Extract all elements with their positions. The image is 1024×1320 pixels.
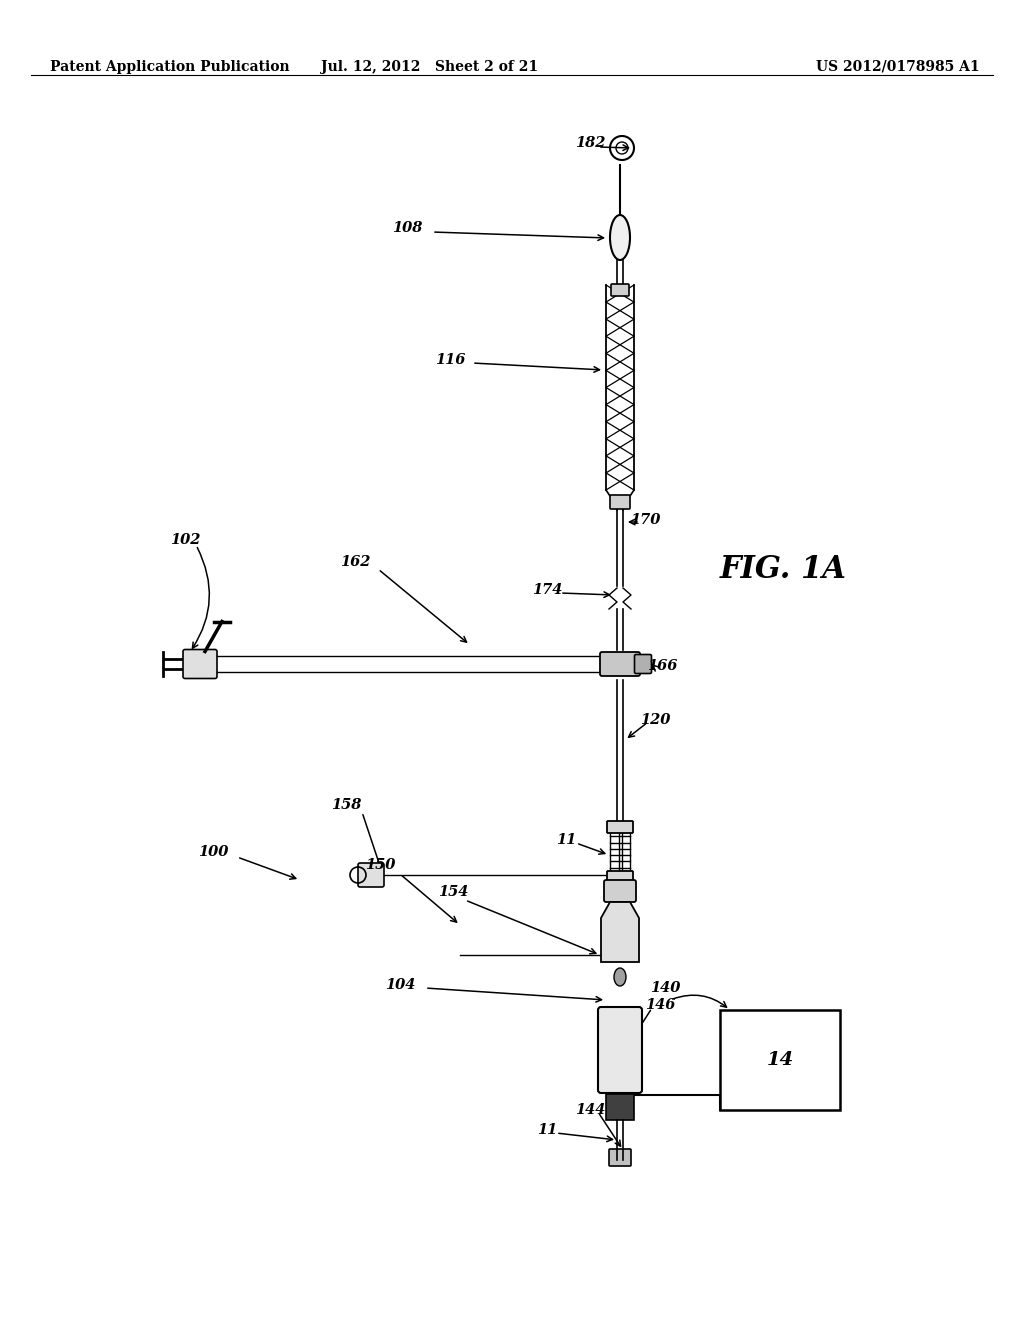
FancyBboxPatch shape bbox=[604, 880, 636, 902]
Text: 154: 154 bbox=[438, 884, 468, 899]
Text: 116: 116 bbox=[435, 352, 465, 367]
Text: FIG. 1A: FIG. 1A bbox=[720, 554, 847, 586]
FancyBboxPatch shape bbox=[611, 284, 629, 296]
Text: 144: 144 bbox=[574, 1104, 605, 1117]
FancyBboxPatch shape bbox=[183, 649, 217, 678]
Text: 182: 182 bbox=[574, 136, 605, 150]
Text: 108: 108 bbox=[392, 220, 422, 235]
Text: 174: 174 bbox=[531, 583, 562, 597]
Text: 120: 120 bbox=[640, 713, 670, 727]
Bar bbox=[606, 1094, 634, 1119]
Text: 170: 170 bbox=[630, 513, 660, 527]
Text: US 2012/0178985 A1: US 2012/0178985 A1 bbox=[816, 59, 980, 74]
FancyBboxPatch shape bbox=[600, 652, 640, 676]
FancyBboxPatch shape bbox=[598, 1007, 642, 1093]
Text: 140: 140 bbox=[650, 981, 680, 995]
FancyBboxPatch shape bbox=[607, 821, 633, 833]
Text: Jul. 12, 2012   Sheet 2 of 21: Jul. 12, 2012 Sheet 2 of 21 bbox=[322, 59, 539, 74]
FancyBboxPatch shape bbox=[635, 655, 651, 673]
Text: 100: 100 bbox=[198, 845, 228, 859]
Text: 104: 104 bbox=[385, 978, 415, 993]
Text: 14: 14 bbox=[766, 1051, 794, 1069]
FancyBboxPatch shape bbox=[607, 871, 633, 883]
Bar bbox=[720, 1010, 840, 1110]
Text: 162: 162 bbox=[340, 554, 371, 569]
FancyBboxPatch shape bbox=[358, 863, 384, 887]
Text: 166: 166 bbox=[647, 659, 677, 673]
Text: Patent Application Publication: Patent Application Publication bbox=[50, 59, 290, 74]
Text: 146: 146 bbox=[645, 998, 675, 1012]
Ellipse shape bbox=[610, 215, 630, 260]
Polygon shape bbox=[601, 902, 639, 962]
FancyBboxPatch shape bbox=[610, 495, 630, 510]
Ellipse shape bbox=[614, 968, 626, 986]
FancyBboxPatch shape bbox=[609, 1148, 631, 1166]
Text: 102: 102 bbox=[170, 533, 200, 546]
Text: 11: 11 bbox=[556, 833, 577, 847]
Text: 150: 150 bbox=[365, 858, 395, 873]
Text: 11: 11 bbox=[537, 1123, 557, 1137]
Text: 158: 158 bbox=[331, 799, 361, 812]
